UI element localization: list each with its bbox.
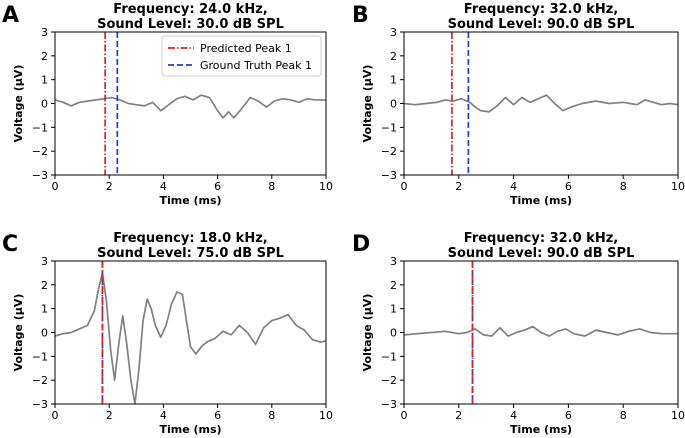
x-tick-label: 10 xyxy=(319,409,333,422)
legend: Predicted Peak 1 Ground Truth Peak 1 xyxy=(161,35,322,77)
y-tick-label: 0 xyxy=(41,327,48,340)
y-axis-label: Voltage (μV) xyxy=(12,65,25,143)
panel-letter: B xyxy=(352,3,369,28)
y-tick-label: 2 xyxy=(41,279,48,292)
x-tick-label: 0 xyxy=(401,180,408,193)
y-tick-label: −1 xyxy=(381,121,397,134)
waveform-line xyxy=(55,94,326,119)
x-tick-label: 0 xyxy=(52,409,59,422)
y-axis-label: Voltage (μV) xyxy=(361,294,374,372)
x-tick-label: 6 xyxy=(214,409,221,422)
x-axis-label: Time (ms) xyxy=(510,423,572,436)
x-tick-label: 4 xyxy=(510,180,517,193)
panel-title-line2: Sound Level: 30.0 dB SPL xyxy=(97,17,284,32)
legend-box xyxy=(161,35,322,77)
x-tick-label: 10 xyxy=(671,409,685,422)
y-tick-label: −3 xyxy=(32,169,48,182)
y-axis-label: Voltage (μV) xyxy=(361,65,374,143)
waveform-line xyxy=(404,325,678,337)
y-tick-label: −1 xyxy=(32,350,48,363)
x-axis-label: Time (ms) xyxy=(510,194,572,207)
y-tick-label: −2 xyxy=(381,374,397,387)
x-tick-label: 4 xyxy=(160,180,167,193)
y-tick-label: 3 xyxy=(41,26,48,39)
panel-c: C Frequency: 18.0 kHz,Sound Level: 75.0 d… xyxy=(2,231,333,436)
x-tick-label: 10 xyxy=(671,180,685,193)
x-tick-label: 2 xyxy=(106,409,113,422)
x-tick-label: 8 xyxy=(268,180,275,193)
panel-b: B Frequency: 32.0 kHz,Sound Level: 90.0 d… xyxy=(352,2,685,207)
waveform-line xyxy=(404,94,678,113)
panel-title-line1: Frequency: 24.0 kHz, xyxy=(113,2,267,17)
y-tick-label: 2 xyxy=(41,50,48,63)
x-tick-label: 8 xyxy=(268,409,275,422)
x-tick-label: 4 xyxy=(510,409,517,422)
y-tick-label: 2 xyxy=(390,50,397,63)
y-tick-label: −1 xyxy=(32,121,48,134)
panel-title-line1: Frequency: 18.0 kHz, xyxy=(113,231,267,246)
x-axis-label: Time (ms) xyxy=(159,194,221,207)
y-axis-label: Voltage (μV) xyxy=(12,294,25,372)
x-tick-label: 2 xyxy=(455,409,462,422)
y-tick-label: −1 xyxy=(381,350,397,363)
y-tick-label: 1 xyxy=(390,303,397,316)
y-tick-label: 1 xyxy=(390,74,397,87)
panel-title-line1: Frequency: 32.0 kHz, xyxy=(464,2,618,17)
x-tick-label: 0 xyxy=(401,409,408,422)
panel-title-line2: Sound Level: 90.0 dB SPL xyxy=(448,246,635,261)
y-tick-label: −2 xyxy=(381,145,397,158)
x-tick-label: 0 xyxy=(52,180,59,193)
x-tick-label: 6 xyxy=(565,180,572,193)
legend-ground-truth-label: Ground Truth Peak 1 xyxy=(200,59,312,72)
y-tick-label: 1 xyxy=(41,74,48,87)
y-tick-label: 2 xyxy=(390,279,397,292)
panel-letter: A xyxy=(2,3,19,28)
panel-letter: D xyxy=(352,232,370,257)
y-tick-label: 0 xyxy=(41,98,48,111)
panel-title-line2: Sound Level: 75.0 dB SPL xyxy=(97,246,284,261)
x-tick-label: 4 xyxy=(160,409,167,422)
panel-d: D Frequency: 32.0 kHz,Sound Level: 90.0 d… xyxy=(352,231,685,436)
x-tick-label: 2 xyxy=(106,180,113,193)
y-tick-label: −3 xyxy=(381,169,397,182)
x-tick-label: 6 xyxy=(565,409,572,422)
y-tick-label: −3 xyxy=(381,398,397,411)
y-tick-label: 3 xyxy=(41,255,48,268)
y-tick-label: 0 xyxy=(390,327,397,340)
panel-title-line2: Sound Level: 90.0 dB SPL xyxy=(448,17,635,32)
x-axis-label: Time (ms) xyxy=(159,423,221,436)
legend-predicted-label: Predicted Peak 1 xyxy=(200,42,292,55)
panel-letter: C xyxy=(2,232,18,257)
waveform-line xyxy=(55,272,326,404)
axes-frame xyxy=(54,260,327,405)
axes-frame xyxy=(403,31,679,176)
y-tick-label: −2 xyxy=(32,145,48,158)
panel-title-line1: Frequency: 32.0 kHz, xyxy=(464,231,618,246)
y-tick-label: −2 xyxy=(32,374,48,387)
panel-a: A Frequency: 24.0 kHz,Sound Level: 30.0 d… xyxy=(2,2,333,207)
y-tick-label: −3 xyxy=(32,398,48,411)
x-tick-label: 8 xyxy=(620,409,627,422)
x-tick-label: 8 xyxy=(620,180,627,193)
y-tick-label: 0 xyxy=(390,98,397,111)
y-tick-label: 1 xyxy=(41,303,48,316)
x-tick-label: 10 xyxy=(319,180,333,193)
x-tick-label: 2 xyxy=(455,180,462,193)
y-tick-label: 3 xyxy=(390,255,397,268)
x-tick-label: 6 xyxy=(214,180,221,193)
y-tick-label: 3 xyxy=(390,26,397,39)
